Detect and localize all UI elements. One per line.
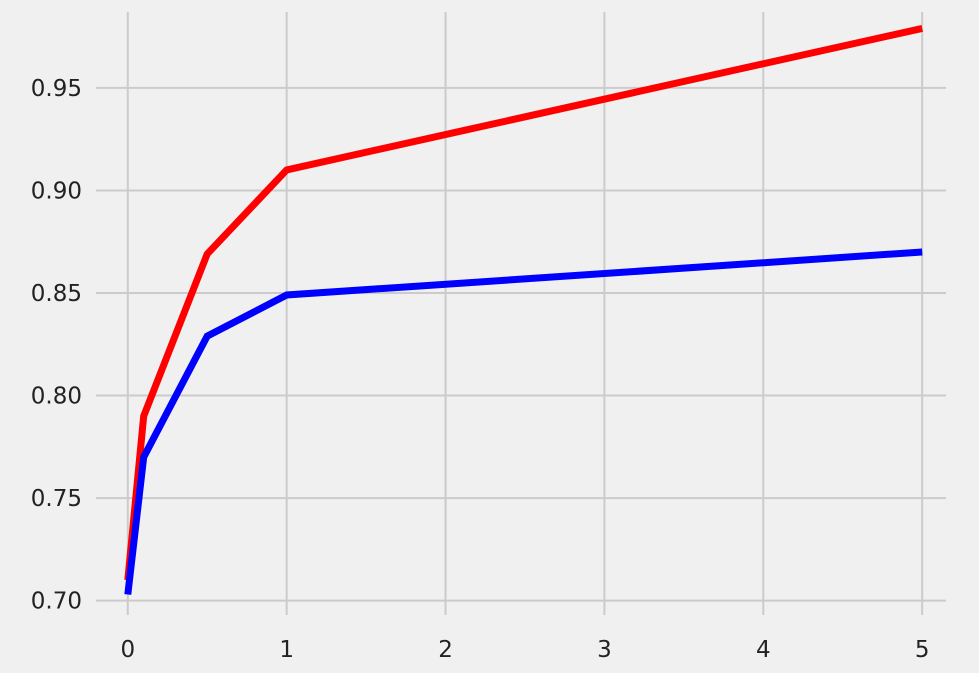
x-tick-label: 3 [597, 637, 612, 663]
series-line-2 [124, 248, 923, 595]
y-tick-label: 0.90 [31, 178, 82, 204]
series-line-1 [124, 24, 923, 581]
x-tick-label: 5 [915, 637, 930, 663]
x-tick-label: 4 [756, 637, 771, 663]
x-tick-label: 0 [120, 637, 135, 663]
y-axis-tick-labels: 0.70 0.75 0.80 0.85 0.90 0.95 [31, 76, 82, 615]
y-tick-label: 0.95 [31, 76, 82, 102]
y-tick-label: 0.70 [31, 589, 82, 615]
y-tick-label: 0.80 [31, 384, 82, 410]
x-tick-label: 2 [438, 637, 453, 663]
x-tick-label: 1 [279, 637, 294, 663]
series-group [124, 24, 923, 595]
y-tick-label: 0.85 [31, 281, 82, 307]
grid-lines [96, 12, 946, 615]
x-axis-tick-labels: 0 1 2 3 4 5 [120, 637, 929, 663]
y-tick-label: 0.75 [31, 486, 82, 512]
